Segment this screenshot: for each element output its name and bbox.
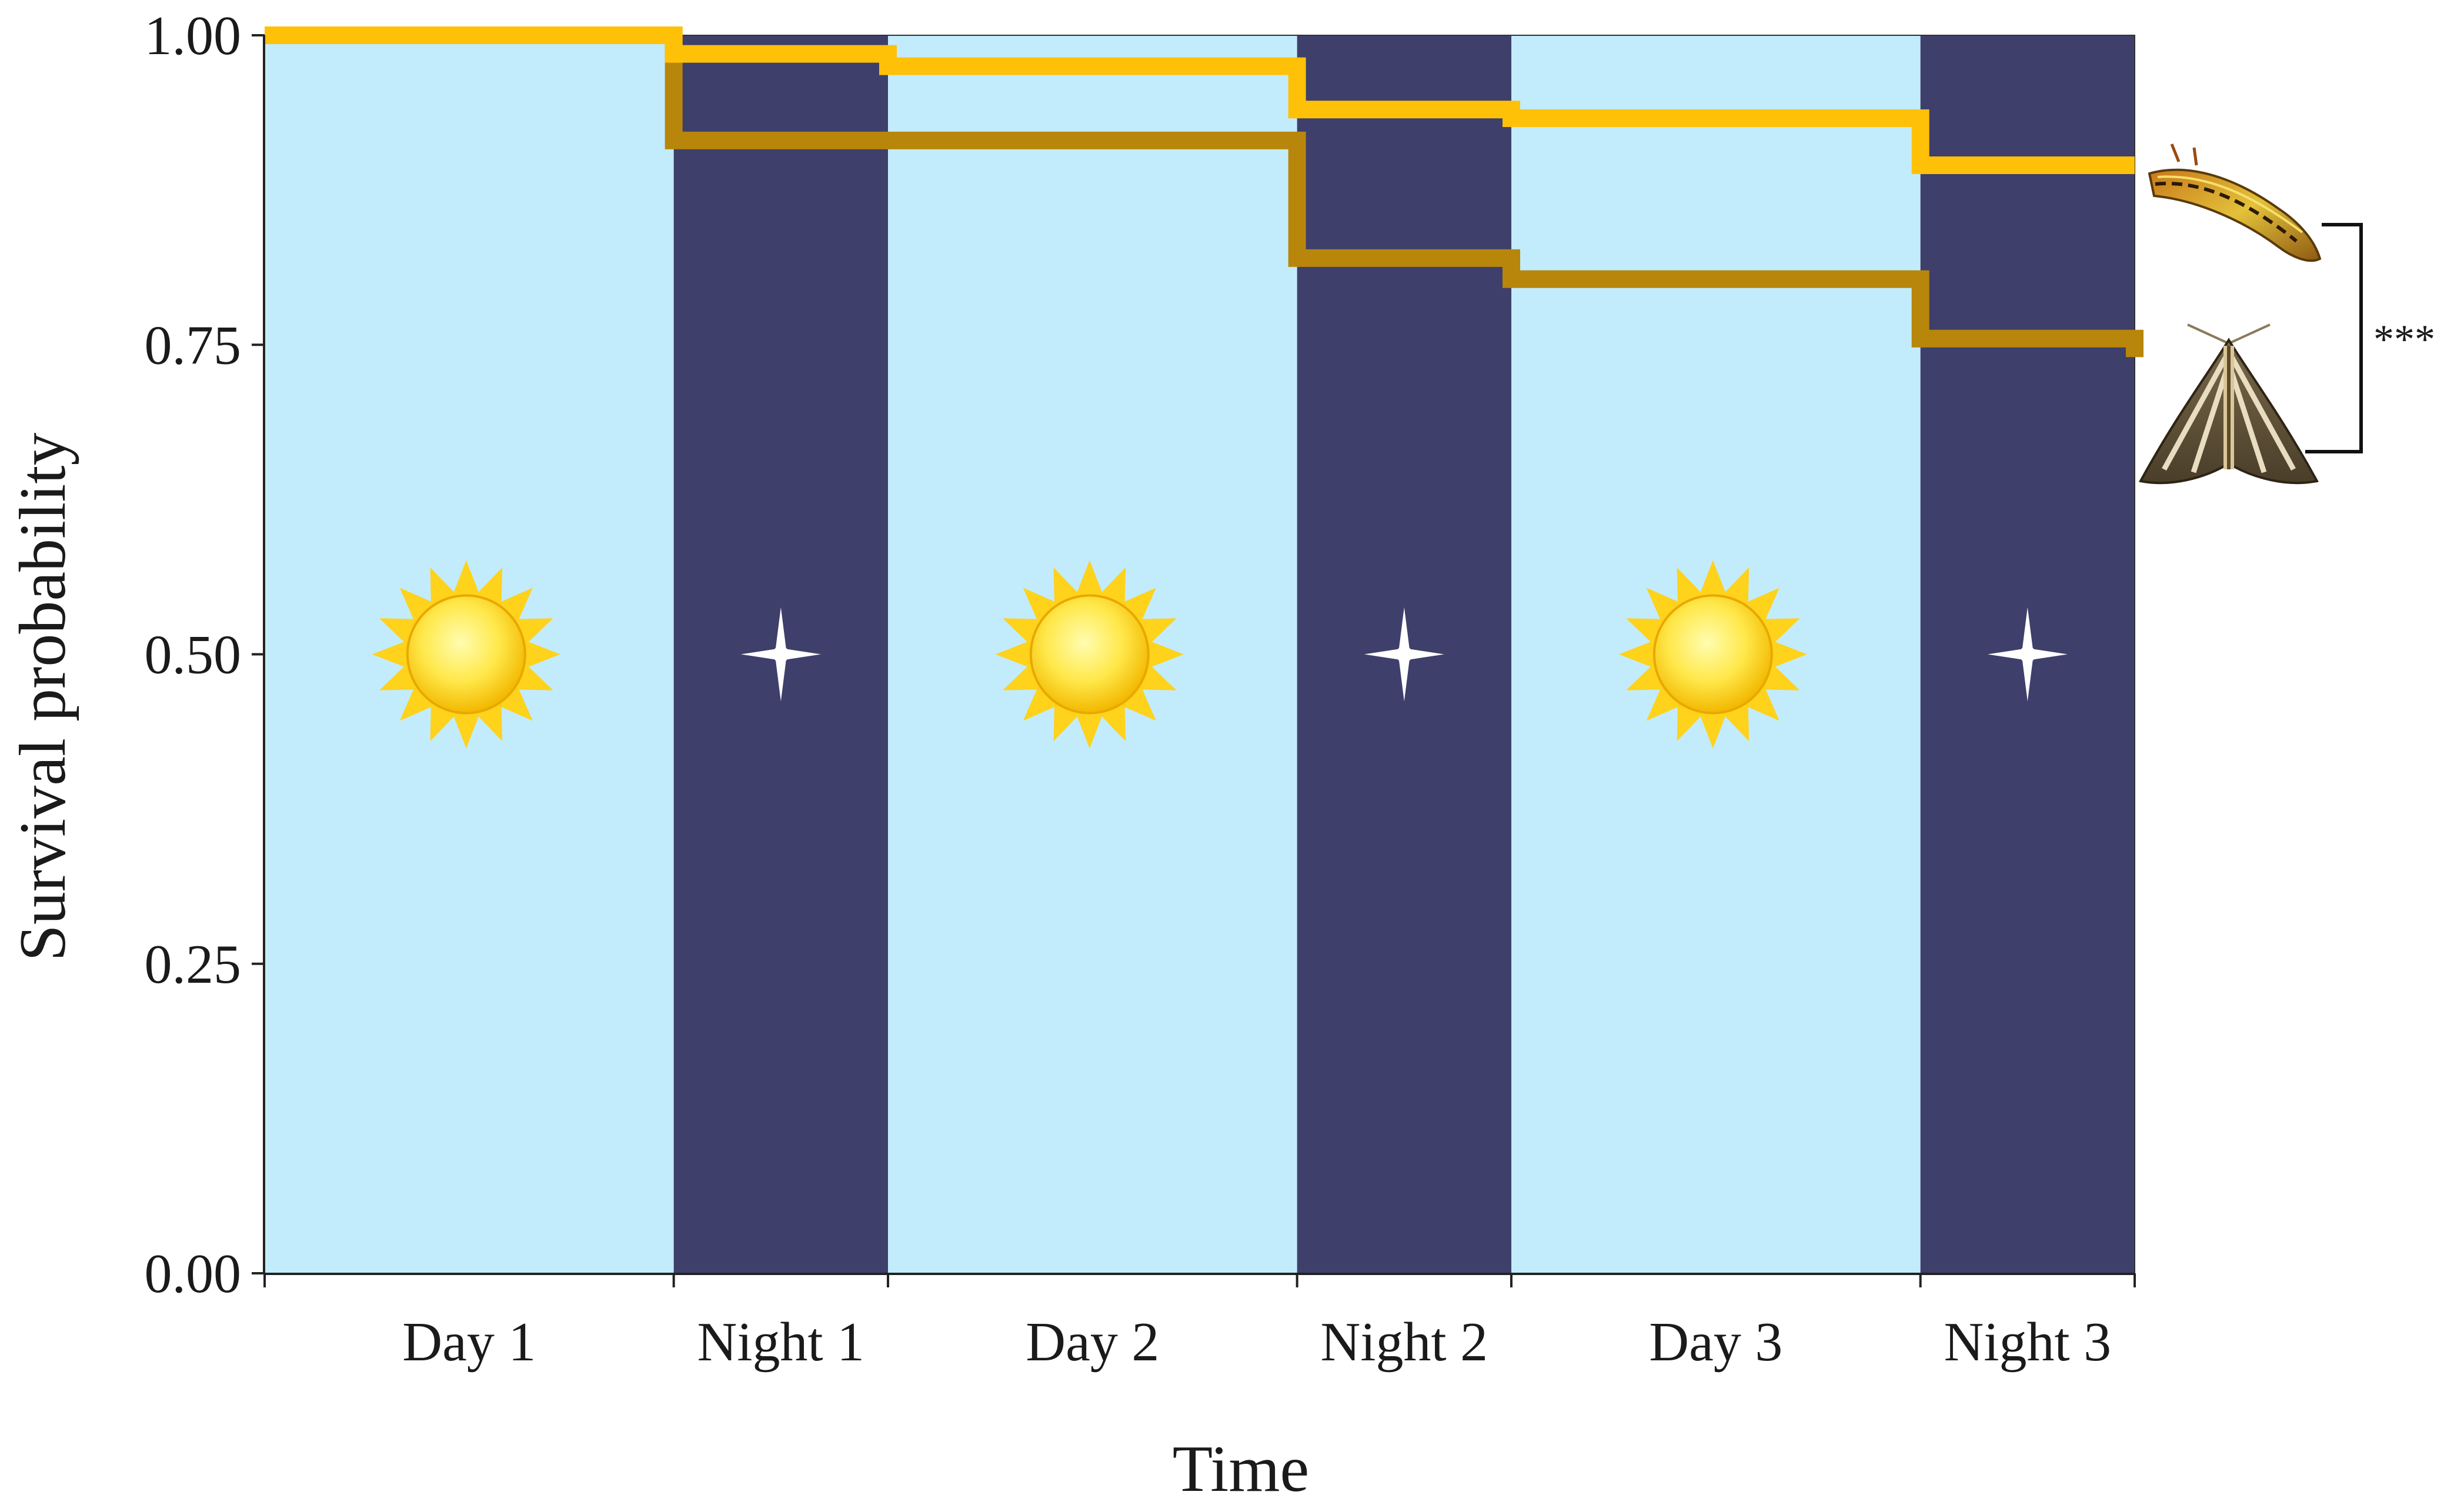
y-tick-label: 1.00 xyxy=(145,5,242,66)
star-icon xyxy=(740,607,821,702)
x-tick-label: Night 1 xyxy=(697,1312,865,1373)
sun-icon xyxy=(995,560,1184,749)
moth-icon xyxy=(2138,323,2319,485)
y-tick-label: 0.25 xyxy=(145,934,242,995)
x-tick-label: Day 2 xyxy=(1026,1312,1159,1373)
x-tick-label: Night 2 xyxy=(1321,1312,1488,1373)
x-tick-label: Day 1 xyxy=(402,1312,536,1373)
y-tick-label: 0.00 xyxy=(145,1243,242,1304)
x-axis-label: Time xyxy=(1173,1433,1309,1505)
star-icon xyxy=(1987,607,2068,702)
caterpillar-icon xyxy=(2148,144,2322,262)
series-lines xyxy=(265,26,2144,358)
period-icons xyxy=(372,560,2068,749)
caterpillar-survival-line xyxy=(265,26,2135,175)
y-tick-label: 0.50 xyxy=(145,625,242,686)
significance-bracket xyxy=(2305,223,2363,453)
sun-icon xyxy=(372,560,560,749)
x-tick-label: Night 3 xyxy=(1944,1312,2112,1373)
y-ticks: 0.00 0.25 0.50 0.75 1.00 xyxy=(145,5,265,1304)
sun-icon xyxy=(1618,560,1807,749)
y-axis-label: Survival probability xyxy=(6,432,79,961)
star-icon xyxy=(1364,607,1444,702)
moth-survival-line xyxy=(265,26,2144,358)
x-tick-label: Day 3 xyxy=(1649,1312,1782,1373)
significance-label: *** xyxy=(2373,317,2435,362)
y-tick-label: 0.75 xyxy=(145,315,242,376)
x-ticks: Day 1 Night 1 Day 2 Night 2 Day 3 Night 3 xyxy=(263,1273,2136,1373)
